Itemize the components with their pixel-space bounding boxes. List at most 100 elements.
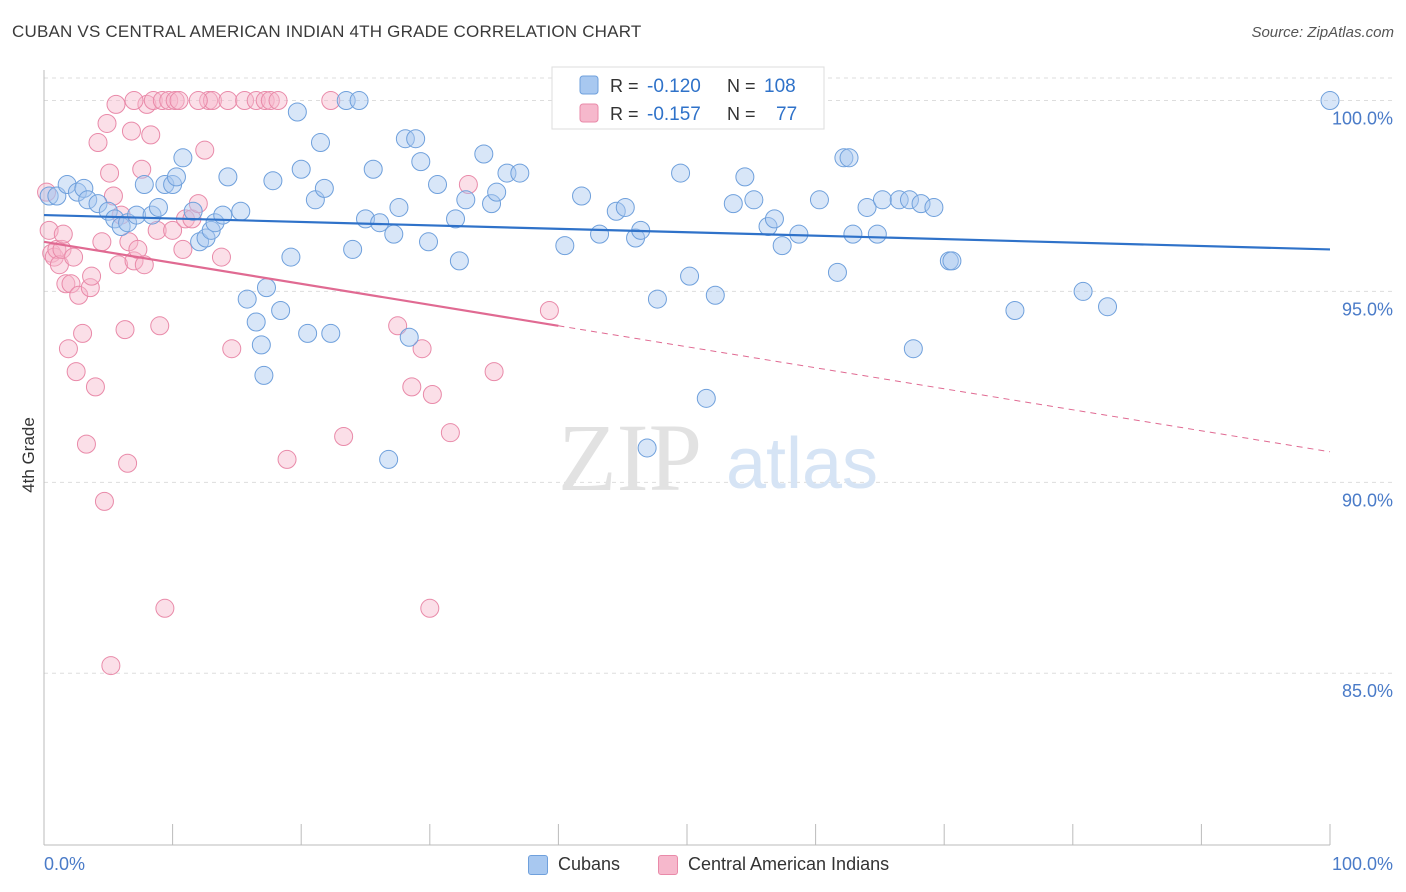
cubans-point [942,251,962,271]
cubans-trend-line [43,213,1331,251]
cubans-point [889,190,909,210]
cubans-point [399,327,419,347]
cubans-point [205,213,225,233]
cai-point [132,159,152,179]
cubans-point [705,285,725,305]
cai-point [101,656,121,676]
y-axis-label: 4th Grade [19,417,38,493]
cubans-point [291,159,311,179]
cubans-point [834,148,854,168]
cubans-point [772,236,792,256]
y-tick-label: 95.0% [1342,299,1393,319]
cai-point [159,91,179,111]
cubans-point [384,224,404,244]
cubans-point [298,323,318,343]
cai-point [202,91,222,111]
cai-point [53,224,73,244]
cubans-point [142,205,162,225]
cai-point [66,362,86,382]
cai-point [64,247,84,267]
cai-point [155,598,175,618]
cubans-point [809,190,829,210]
cai-point [39,220,59,240]
cai-point [218,91,238,111]
cubans-point [321,323,341,343]
cai-point [109,255,129,275]
legend-n-label: N = [727,104,756,124]
cubans-point [246,312,266,332]
cubans-point [911,194,931,214]
cubans-point [155,175,175,195]
series-central-american-indians [37,91,559,676]
cubans-point [281,247,301,267]
cai-point [235,91,255,111]
cai-point [147,220,167,240]
legend-n-value: 77 [776,104,797,125]
cubans-point [827,262,847,282]
cubans-point [764,209,784,229]
source-label: Source: ZipAtlas.com [1251,24,1394,41]
cai-point [124,91,144,111]
cubans-point [744,190,764,210]
y-tick-labels: 100.0% 95.0% 90.0% 85.0% [1332,109,1393,702]
cai-point [458,175,478,195]
cubans-point [254,365,274,385]
cai-point [422,385,442,405]
cai-point [211,247,231,267]
y-tick-label: 90.0% [1342,490,1393,510]
cubans-point [456,190,476,210]
cubans-point [127,205,147,225]
cubans-point [389,197,409,217]
legend-swatch-cai [658,854,678,875]
cai-trend-line-extension [558,325,1331,453]
cai-point [56,274,76,294]
cubans-point [39,186,59,206]
cai-point [61,274,81,294]
cubans-point [105,209,125,229]
cai-point [195,140,215,160]
cubans-point [343,239,363,259]
cai-point [141,125,161,145]
cubans-point [758,217,778,237]
cubans-point [287,102,307,122]
cai-point [150,316,170,336]
cai-point [69,285,89,305]
legend-swatch-cubans [579,75,599,95]
cai-point [88,133,108,153]
cubans-point [134,175,154,195]
cubans-point [411,152,431,172]
y-tick-label: 85.0% [1342,681,1393,701]
cai-point [402,377,422,397]
trend-lines [43,213,1331,453]
cubans-point [671,163,691,183]
grid-lines [44,77,1395,674]
legend-swatch-cubans [528,854,548,875]
legend-n-value: 108 [764,76,796,97]
cubans-point [482,194,502,214]
cubans-point [1098,297,1118,317]
cai-point [388,316,408,336]
cai-point [115,320,135,340]
cubans-point [843,224,863,244]
legend-r-label: R = [610,104,639,124]
cai-point [268,91,288,111]
cai-point [85,377,105,397]
watermark-zip: ZIP [558,404,702,511]
cubans-point [218,167,238,187]
cubans-point [183,201,203,221]
cubans-point [256,278,276,298]
legend-label-cubans: Cubans [558,854,621,874]
cai-point [321,91,341,111]
cai-point [94,491,114,511]
y-tick-label: 100.0% [1332,109,1393,129]
legend-item-cai: Central American Indians [658,854,889,875]
cubans-point [555,236,575,256]
cubans-point [680,266,700,286]
cai-point [82,266,102,286]
cai-point [334,427,354,447]
cubans-point [590,224,610,244]
cubans-point [723,194,743,214]
cai-point [118,453,138,473]
watermark-atlas: atlas [726,424,878,504]
cubans-point [419,232,439,252]
